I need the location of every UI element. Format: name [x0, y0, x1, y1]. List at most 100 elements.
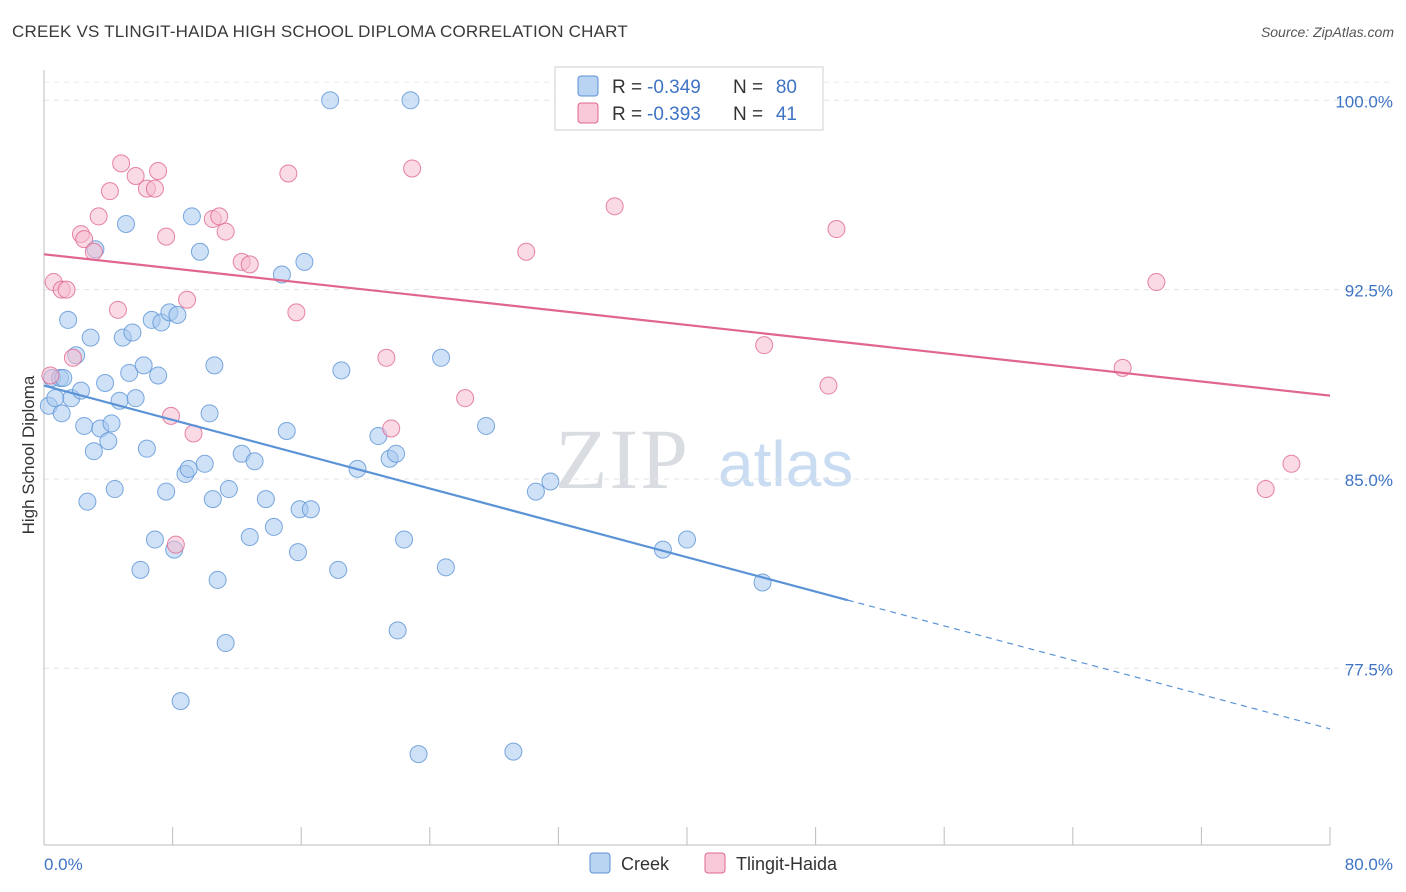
- point-creek: [52, 404, 71, 423]
- legend-n-value-creek: 80: [776, 77, 797, 98]
- point-tlingit-haida: [108, 300, 127, 319]
- legend-r-label-tlingit-haida: R =: [612, 104, 642, 125]
- point-creek: [321, 91, 340, 110]
- bottom-legend-label-creek: Creek: [621, 854, 670, 874]
- point-tlingit-haida: [377, 348, 396, 367]
- point-creek: [102, 414, 121, 433]
- point-tlingit-haida: [279, 164, 298, 183]
- point-tlingit-haida: [1147, 273, 1166, 292]
- point-creek: [182, 207, 201, 226]
- legend-r-value-tlingit-haida: -0.393: [647, 104, 701, 125]
- point-creek: [301, 500, 320, 519]
- point-creek: [59, 310, 78, 329]
- point-creek: [678, 530, 696, 549]
- point-creek: [295, 252, 314, 271]
- point-creek: [137, 439, 156, 458]
- point-tlingit-haida: [100, 182, 119, 201]
- point-creek: [157, 482, 176, 501]
- point-tlingit-haida: [1282, 454, 1301, 473]
- point-creek: [477, 416, 496, 435]
- point-creek: [256, 490, 275, 509]
- chart-title: CREEK VS TLINGIT-HAIDA HIGH SCHOOL DIPLO…: [12, 22, 628, 41]
- x-tick-label-min: 0.0%: [44, 855, 83, 874]
- trend-line-tlingit-haida: [43, 253, 1331, 397]
- point-creek: [272, 265, 291, 284]
- point-tlingit-haida: [63, 348, 82, 367]
- point-creek: [126, 389, 145, 408]
- trend-line-creek: [43, 384, 849, 602]
- point-creek: [240, 528, 259, 547]
- legend-r-value-creek: -0.349: [647, 77, 701, 98]
- point-creek: [105, 480, 124, 499]
- point-creek: [208, 570, 227, 589]
- point-tlingit-haida: [210, 207, 229, 226]
- point-creek: [99, 432, 118, 451]
- watermark-atlas: atlas: [718, 428, 853, 500]
- point-tlingit-haida: [84, 242, 103, 261]
- bottom-legend-swatch-tlingit-haida: [704, 852, 726, 874]
- point-creek: [329, 560, 348, 579]
- point-creek: [200, 404, 219, 423]
- point-creek: [526, 482, 545, 501]
- point-tlingit-haida: [75, 230, 94, 249]
- point-creek: [205, 356, 224, 375]
- point-creek: [432, 348, 451, 367]
- watermark-zip: ZIP: [555, 411, 690, 507]
- point-creek: [84, 442, 103, 461]
- x-tick-label-max: 80.0%: [1345, 855, 1393, 874]
- point-creek: [131, 560, 150, 579]
- point-tlingit-haida: [145, 179, 164, 198]
- point-tlingit-haida: [1256, 480, 1275, 499]
- bottom-legend-swatch-creek: [589, 852, 611, 874]
- trend-extension-creek: [847, 599, 1331, 730]
- point-creek: [145, 530, 164, 549]
- point-creek: [401, 91, 420, 110]
- y-tick-label: 85.0%: [1345, 471, 1393, 490]
- legend-n-label-tlingit-haida: N =: [733, 104, 763, 125]
- point-creek: [245, 452, 264, 471]
- point-creek: [395, 530, 414, 549]
- point-creek: [134, 356, 153, 375]
- bottom-legend-label-tlingit-haida: Tlingit-Haida: [736, 854, 838, 874]
- point-tlingit-haida: [456, 389, 475, 408]
- point-creek: [409, 745, 428, 764]
- point-creek: [332, 361, 351, 380]
- legend-r-label-creek: R =: [612, 77, 642, 98]
- y-axis-label: High School Diploma: [19, 375, 38, 534]
- point-tlingit-haida: [178, 290, 197, 309]
- legend-swatch-tlingit-haida: [577, 102, 599, 124]
- point-creek: [168, 305, 187, 324]
- point-tlingit-haida: [240, 255, 259, 274]
- point-creek: [216, 634, 235, 653]
- point-tlingit-haida: [382, 419, 401, 438]
- point-tlingit-haida: [57, 280, 76, 299]
- point-creek: [96, 374, 115, 393]
- point-creek: [436, 558, 455, 577]
- point-creek: [264, 517, 283, 536]
- point-tlingit-haida: [157, 227, 176, 246]
- point-tlingit-haida: [112, 154, 131, 173]
- legend-n-label-creek: N =: [733, 77, 763, 98]
- point-tlingit-haida: [126, 167, 145, 186]
- point-tlingit-haida: [149, 161, 168, 180]
- y-tick-labels: 77.5% 85.0% 92.5% 100.0%: [1335, 92, 1393, 679]
- trend-lines: [43, 253, 1331, 730]
- point-creek: [541, 472, 560, 491]
- y-tick-label: 100.0%: [1335, 92, 1393, 111]
- point-creek: [195, 454, 214, 473]
- point-creek: [387, 444, 406, 463]
- point-creek: [116, 214, 135, 233]
- point-tlingit-haida: [216, 222, 235, 241]
- point-creek: [149, 366, 168, 385]
- point-tlingit-haida: [403, 159, 422, 178]
- point-tlingit-haida: [819, 376, 838, 395]
- bottom-legend: Creek Tlingit-Haida: [589, 852, 838, 874]
- point-creek: [81, 328, 100, 347]
- point-tlingit-haida: [755, 336, 774, 355]
- point-creek: [190, 242, 209, 261]
- point-creek: [171, 692, 190, 711]
- point-creek: [203, 490, 222, 509]
- gridlines: [44, 81, 1392, 669]
- point-tlingit-haida: [605, 197, 624, 216]
